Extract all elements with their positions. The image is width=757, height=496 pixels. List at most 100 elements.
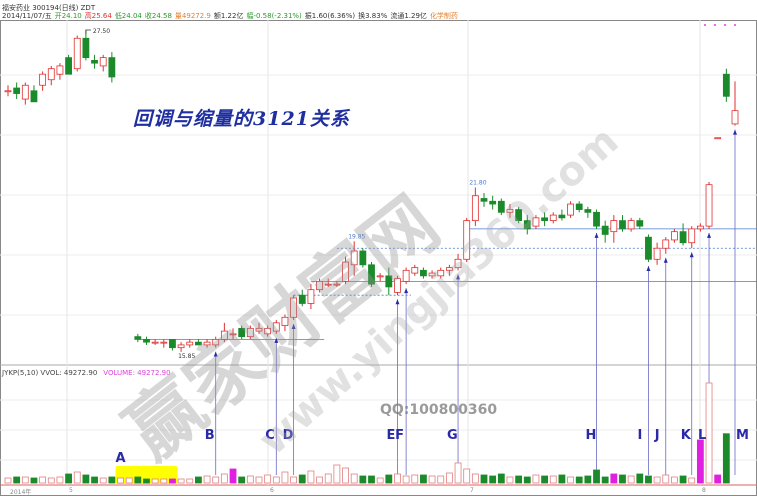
date-label: 8 (702, 487, 706, 494)
volume-bar (281, 471, 289, 484)
volume-bar (73, 471, 81, 484)
candle-up (394, 278, 401, 293)
candle-down (368, 264, 375, 285)
volume-bar (601, 476, 609, 484)
candle-down (480, 198, 488, 202)
quote-field: 换3.83% (358, 12, 388, 20)
candle-down (593, 211, 600, 227)
volume-bar (532, 474, 540, 484)
marker-arrow-icon (689, 252, 694, 258)
marker-arrow-icon (274, 337, 279, 343)
marker-arrow-icon (291, 324, 296, 330)
volume-bar (489, 475, 497, 484)
quote-field: 幅-0.58(-2.31%) (246, 12, 302, 20)
candle-up (402, 269, 410, 282)
marker-label-G: G (447, 428, 458, 443)
date-label: 6 (270, 487, 274, 494)
volume-bar (143, 478, 150, 484)
volume-bar (420, 474, 427, 484)
volume-bar (480, 474, 488, 484)
volume-bar (186, 478, 194, 484)
candle-up (671, 231, 678, 241)
candle-down (645, 236, 652, 260)
candle-down (108, 57, 116, 78)
volume-bar (679, 475, 687, 484)
volume-bar (445, 472, 453, 484)
volume-bar (437, 475, 445, 484)
candle-up (662, 239, 670, 249)
candle-down (515, 209, 523, 222)
volume-bar (307, 470, 315, 484)
marker-label-A: A (115, 451, 126, 466)
candle-down (195, 341, 202, 346)
candle-up (255, 327, 263, 332)
limit-up-dot-icon (724, 24, 726, 26)
marker-label-J: J (654, 428, 660, 443)
candle-down (359, 250, 367, 266)
limit-up-dot-icon (704, 24, 706, 26)
candle-up (688, 228, 696, 244)
volume-bar (471, 473, 479, 484)
candle-up (4, 90, 12, 93)
quote-field: 振1.60(6.36%) (304, 12, 356, 20)
volume-bar (195, 476, 202, 484)
candle-up (411, 267, 419, 274)
candle-up (333, 283, 341, 286)
candle-up (212, 338, 220, 346)
candle-up (229, 333, 237, 336)
limit-up-dot-icon (734, 24, 736, 26)
candle-up (316, 280, 323, 291)
volume-bar (56, 476, 64, 484)
volume-bar (402, 475, 410, 484)
volume-bar (515, 475, 523, 484)
candle-up (99, 57, 107, 67)
high-pointer (85, 29, 91, 34)
marker-label-C: C (265, 428, 275, 443)
volume-bar (30, 477, 38, 484)
candle-down (497, 200, 505, 213)
candle-down (636, 220, 644, 227)
volume-bar (593, 469, 600, 484)
candle-up (307, 289, 315, 304)
quote-field: 流通1.29亿 (390, 12, 427, 20)
volume-bar (117, 477, 124, 484)
quote-field: 高25.64 (84, 12, 112, 20)
marker-label-E: E (386, 428, 396, 443)
candle-up (21, 84, 29, 100)
volume-bar (627, 475, 635, 484)
candle-up (324, 283, 332, 286)
volume-indicator-label: JYKP(5,10) VVOL: 49272.90 VOLUME: 49272.9… (2, 369, 171, 377)
candle-down (584, 209, 592, 213)
candle-up (731, 110, 739, 125)
marker-arrow-icon (707, 232, 712, 238)
candle-down (30, 90, 38, 103)
candle-up (463, 220, 471, 260)
candle-down (385, 275, 393, 288)
candle-up (177, 344, 185, 349)
candle-down (420, 269, 427, 277)
candle-up (653, 247, 661, 260)
volume-bar (65, 473, 72, 484)
marker-arrow-icon (456, 274, 461, 280)
volume-label: VOLUME: 49272.90 (103, 369, 171, 377)
price-label-low: 15.85 (178, 353, 195, 360)
candle-down (541, 217, 548, 222)
candle-up (471, 195, 479, 222)
volume-bar (497, 473, 505, 484)
volume-bar (134, 476, 142, 484)
candle-up (47, 68, 55, 81)
chart-title: 回调与缩量的3121关系 (133, 108, 350, 130)
volume-bar (125, 477, 133, 484)
quote-field: 2014/11/07/五 (2, 12, 52, 20)
candle-up (696, 225, 704, 230)
volume-bar (108, 476, 116, 484)
price-label-high: 27.50 (93, 28, 110, 35)
volume-bar (610, 473, 618, 484)
marker-label-M: M (736, 428, 749, 443)
marker-label-K: K (680, 428, 691, 443)
candle-up (342, 261, 349, 282)
volume-bar (151, 478, 159, 484)
volume-bar (82, 474, 90, 484)
volume-bar (376, 477, 384, 484)
